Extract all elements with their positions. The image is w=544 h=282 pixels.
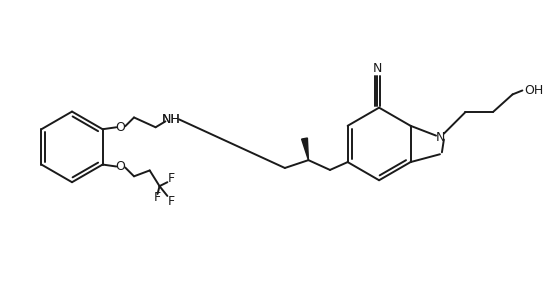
Text: O: O: [115, 160, 125, 173]
Text: N: N: [373, 62, 382, 75]
Text: F: F: [168, 195, 175, 208]
Text: F: F: [154, 191, 161, 204]
Text: OH: OH: [524, 84, 544, 97]
Text: F: F: [168, 172, 175, 185]
Polygon shape: [301, 138, 308, 160]
Text: NH: NH: [162, 113, 181, 126]
Text: N: N: [435, 131, 444, 144]
Text: NH: NH: [162, 113, 181, 126]
Text: O: O: [115, 121, 125, 134]
